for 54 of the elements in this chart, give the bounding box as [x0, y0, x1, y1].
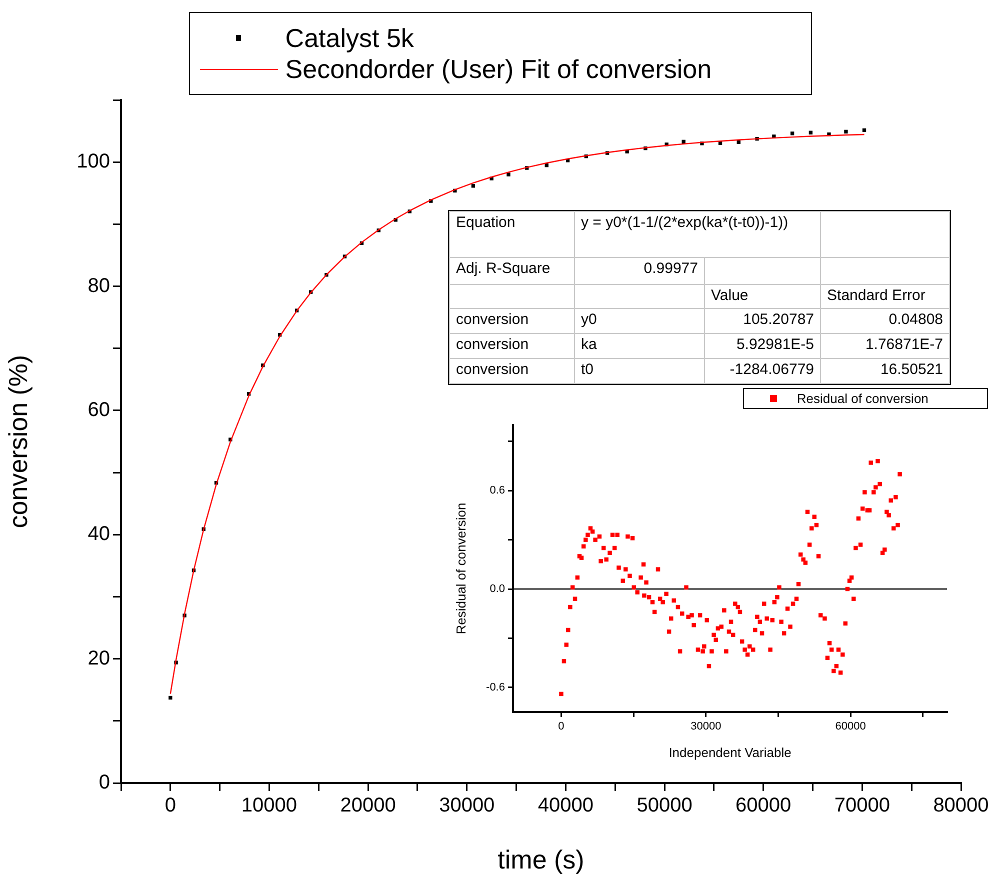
annotation: Standard Error	[820, 284, 950, 308]
annotation: Adj. R-Square	[450, 258, 574, 284]
annotation: 105.20787	[704, 308, 821, 334]
y-tick-label: -0.6	[486, 681, 505, 694]
annotation: y = y0*(1-1/(2*exp(ka*(t-t0))-1))	[574, 212, 821, 258]
x-tick-label: 40000	[538, 794, 594, 817]
annotation: 0.99977	[574, 258, 704, 284]
y-tick-label: 100	[76, 150, 110, 173]
x-axis-title: Independent Variable	[668, 744, 792, 760]
x-tick-label: 30000	[690, 720, 722, 733]
annotation: conversion	[450, 334, 574, 358]
point	[168, 696, 172, 700]
x-tick-label: 0	[558, 720, 564, 733]
x-tick-label: 80000	[933, 794, 989, 817]
point	[790, 132, 794, 136]
x-tick-label: 70000	[834, 794, 890, 817]
x-tick-label: 10000	[241, 794, 298, 817]
x-tick-label: 50000	[636, 794, 692, 817]
point	[736, 140, 740, 144]
point	[471, 184, 476, 188]
point	[506, 172, 510, 176]
y-tick-label: 0.6	[490, 484, 505, 497]
annotation: -1284.06779	[704, 358, 821, 384]
x-tick-label: 60000	[835, 720, 866, 733]
y-tick-label: 0.0	[490, 583, 505, 596]
point	[808, 130, 813, 134]
annotation: conversion	[450, 358, 574, 384]
x-tick-label: 20000	[340, 794, 396, 817]
y-tick-label: 40	[88, 523, 110, 546]
x-axis-title: time (s)	[498, 844, 584, 875]
y-axis-title: conversion (%)	[2, 354, 33, 528]
annotation: ka	[574, 334, 704, 358]
annotation: y0	[574, 308, 704, 334]
x-tick-label: 60000	[736, 794, 792, 817]
annotation: 5.92981E-5	[704, 334, 821, 358]
annotation: 0.04808	[820, 308, 950, 334]
annotation: 16.50521	[820, 358, 950, 384]
annotation: 1.76871E-7	[820, 334, 950, 358]
y-tick-label: 80	[88, 274, 110, 297]
legend-label: Secondorder (User) Fit of conversion	[285, 54, 712, 84]
y-tick-label: 0	[98, 772, 110, 794]
annotation: Value	[704, 284, 821, 308]
point	[844, 130, 848, 134]
y-tick-label: 60	[88, 398, 110, 421]
annotation: Equation	[450, 212, 574, 258]
y-axis-title: Residual of conversion	[453, 502, 468, 634]
legend-label: Catalyst 5k	[285, 22, 414, 54]
annotation: t0	[574, 358, 704, 384]
legend-label: Residual of conversion	[796, 391, 928, 406]
x-tick-label: 30000	[439, 794, 495, 817]
point	[862, 128, 866, 132]
annotation: conversion	[450, 308, 574, 334]
y-tick-label: 20	[88, 647, 110, 670]
x-tick-label: 0	[164, 794, 176, 817]
